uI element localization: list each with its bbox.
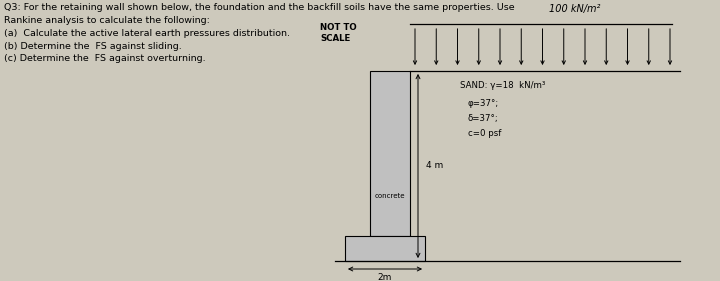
Bar [345,236,425,261]
Text: 4 m: 4 m [426,162,444,171]
Text: concrete: concrete [374,193,405,199]
Text: c=0 psf: c=0 psf [468,130,501,139]
Text: NOT TO
SCALE: NOT TO SCALE [320,22,356,43]
Text: 2m: 2m [378,273,392,281]
Bar [370,71,410,236]
Text: SAND: γ=18  kN/m³: SAND: γ=18 kN/m³ [460,81,545,90]
Text: 100 kN/m²: 100 kN/m² [549,4,600,14]
Text: φ=37°;: φ=37°; [468,99,499,108]
Text: δ=37°;: δ=37°; [468,114,499,124]
Text: Q3: For the retaining wall shown below, the foundation and the backfill soils ha: Q3: For the retaining wall shown below, … [4,3,515,64]
